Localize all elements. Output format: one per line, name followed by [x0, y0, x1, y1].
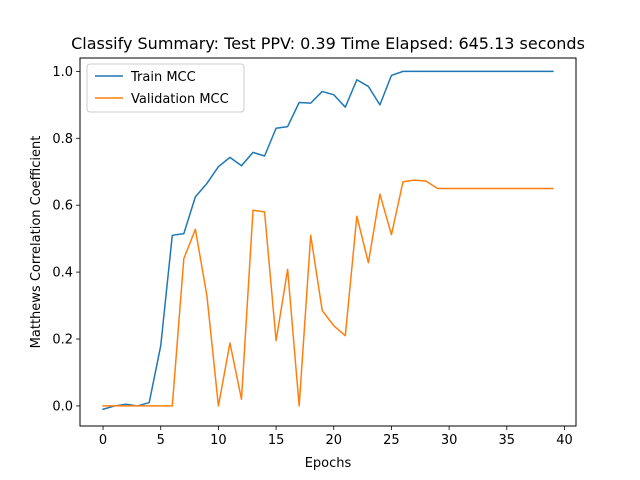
legend-label-train-mcc: Train MCC — [130, 70, 196, 85]
legend: Train MCC Validation MCC — [86, 63, 245, 113]
axes-frame — [79, 57, 577, 427]
y-axis-title: Matthews Correlation Coefficient — [29, 136, 44, 349]
x-tick-label: 0 — [99, 433, 107, 448]
y-tick-label: 1.0 — [52, 65, 73, 80]
series-line-validation-mcc — [102, 179, 554, 407]
x-tick-label: 40 — [556, 433, 573, 448]
series-line-train-mcc — [102, 70, 554, 411]
x-tick-label: 5 — [157, 433, 165, 448]
y-tick-label: 0.6 — [52, 199, 73, 214]
chart-title: Classify Summary: Test PPV: 0.39 Time El… — [71, 34, 585, 53]
legend-label-validation-mcc: Validation MCC — [131, 92, 229, 107]
x-tick-label: 30 — [441, 433, 458, 448]
x-tick-label: 15 — [268, 433, 285, 448]
x-axis: 0 5 10 15 20 25 30 35 40 — [99, 426, 573, 448]
x-tick-label: 25 — [383, 433, 400, 448]
legend-box — [86, 63, 245, 113]
y-tick-label: 0.2 — [52, 333, 73, 348]
x-axis-title: Epochs — [305, 456, 352, 471]
y-tick-label: 0.0 — [52, 399, 73, 414]
x-tick-label: 35 — [499, 433, 516, 448]
x-tick-label: 20 — [325, 433, 342, 448]
y-axis: 0.0 0.2 0.4 0.6 0.8 1.0 — [52, 65, 80, 414]
y-tick-label: 0.8 — [52, 132, 73, 147]
x-tick-label: 10 — [210, 433, 227, 448]
y-tick-label: 0.4 — [52, 266, 73, 281]
plot-area — [102, 70, 554, 411]
